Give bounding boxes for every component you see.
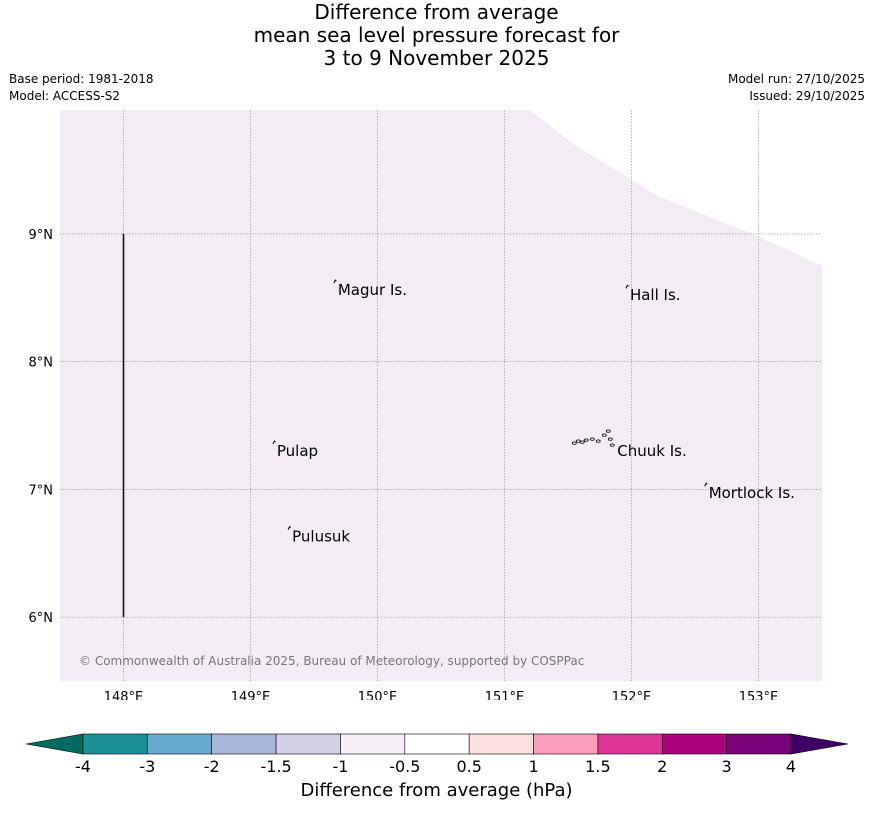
colorbar-tick-label: 0.5 (456, 757, 481, 776)
place-marker: Mortlock Is. (704, 482, 795, 502)
island-outline (609, 443, 615, 447)
colorbar-bin (211, 733, 277, 755)
no-data-region (529, 110, 822, 266)
colorbar-tick-label: 1.5 (585, 757, 610, 776)
colorbar-bin (147, 733, 213, 755)
island-outline (605, 429, 611, 433)
island-outline (607, 437, 613, 441)
lon-tick-label: 150°E (358, 690, 398, 700)
colorbar-tick-label: -1 (332, 757, 348, 776)
colorbar-tick-label: -3 (139, 757, 155, 776)
issued-text: Issued: 29/10/2025 (749, 89, 865, 103)
lat-tick-label: 7°N (29, 483, 54, 498)
place-marker: Pulusuk (287, 525, 350, 546)
base-period-text: Base period: 1981-2018 (9, 72, 154, 86)
island-outline (287, 525, 291, 530)
place-marker: Chuuk Is. (571, 429, 687, 460)
map-panel: 148°E 149°E 150°E 151°E 152°E 153°E 9°N 8°N 7°N 6… (29, 110, 822, 700)
lon-tick-label: 151°E (485, 690, 525, 700)
island-outline (704, 482, 708, 487)
title-line-3: 3 to 9 November 2025 (323, 46, 550, 70)
colorbar-tick-label: -4 (75, 757, 91, 776)
place-label: Mortlock Is. (709, 484, 795, 502)
title-line-1: Difference from average (314, 0, 559, 24)
island-outline (601, 433, 607, 437)
colorbar-tick-label: 2 (657, 757, 667, 776)
lon-tick-label: 149°E (231, 690, 271, 700)
lon-tick-label: 153°E (739, 690, 779, 700)
colorbar-bin (468, 733, 534, 755)
lat-tick-label: 6°N (29, 611, 54, 626)
colorbar-bin (597, 733, 663, 755)
place-marker: Magur Is. (333, 279, 407, 299)
colorbar-tick-label: -1.5 (260, 757, 291, 776)
island-outline (625, 284, 629, 289)
colorbar-bin (533, 733, 599, 755)
colorbar-extend-low (25, 733, 84, 755)
colorbar-title: Difference from average (hPa) (300, 780, 573, 801)
meta-left: Base period: 1981-2018 Model: ACCESS-S2 (9, 71, 154, 105)
colorbar-bin (340, 733, 406, 755)
island-outline (333, 279, 337, 284)
place-label: Hall Is. (630, 286, 681, 304)
island-outline (571, 441, 577, 445)
lon-tick-label: 148°E (104, 690, 144, 700)
lat-tick-label: 9°N (29, 228, 54, 243)
map-title: Difference from average mean sea level p… (0, 1, 873, 70)
model-text: Model: ACCESS-S2 (9, 89, 121, 103)
colorbar-bin (82, 733, 148, 755)
island-outline (272, 440, 276, 445)
meta-right: Model run: 27/10/2025 Issued: 29/10/2025 (728, 71, 865, 105)
colorbar-tick-label: -2 (204, 757, 220, 776)
colorbar-bin (275, 733, 341, 755)
colorbar-bin (726, 733, 792, 755)
place-marker: Hall Is. (625, 284, 681, 304)
place-label: Pulusuk (292, 528, 350, 546)
island-outline (595, 439, 601, 443)
model-run-text: Model run: 27/10/2025 (727, 72, 865, 86)
place-marker: Pulap (272, 440, 318, 460)
colorbar-bin (661, 733, 727, 755)
place-label: Magur Is. (338, 281, 407, 299)
place-label: Pulap (277, 442, 318, 460)
colorbar-tick-label: 3 (722, 757, 732, 776)
colorbar-tick-label: -0.5 (389, 757, 420, 776)
title-line-2: mean sea level pressure forecast for (253, 23, 620, 47)
colorbar-bin (404, 733, 470, 755)
colorbar-tick-label: 4 (786, 757, 796, 776)
lat-tick-label: 8°N (29, 356, 54, 371)
lon-tick-label: 152°E (612, 690, 652, 700)
colorbar-extend-high (790, 733, 849, 755)
copyright-text: © Commonwealth of Australia 2025, Bureau… (79, 654, 584, 668)
place-label: Chuuk Is. (617, 442, 686, 460)
island-outline (589, 437, 595, 441)
island-outline (583, 438, 589, 442)
colorbar-tick-label: 1 (528, 757, 538, 776)
island-outline (579, 440, 585, 444)
